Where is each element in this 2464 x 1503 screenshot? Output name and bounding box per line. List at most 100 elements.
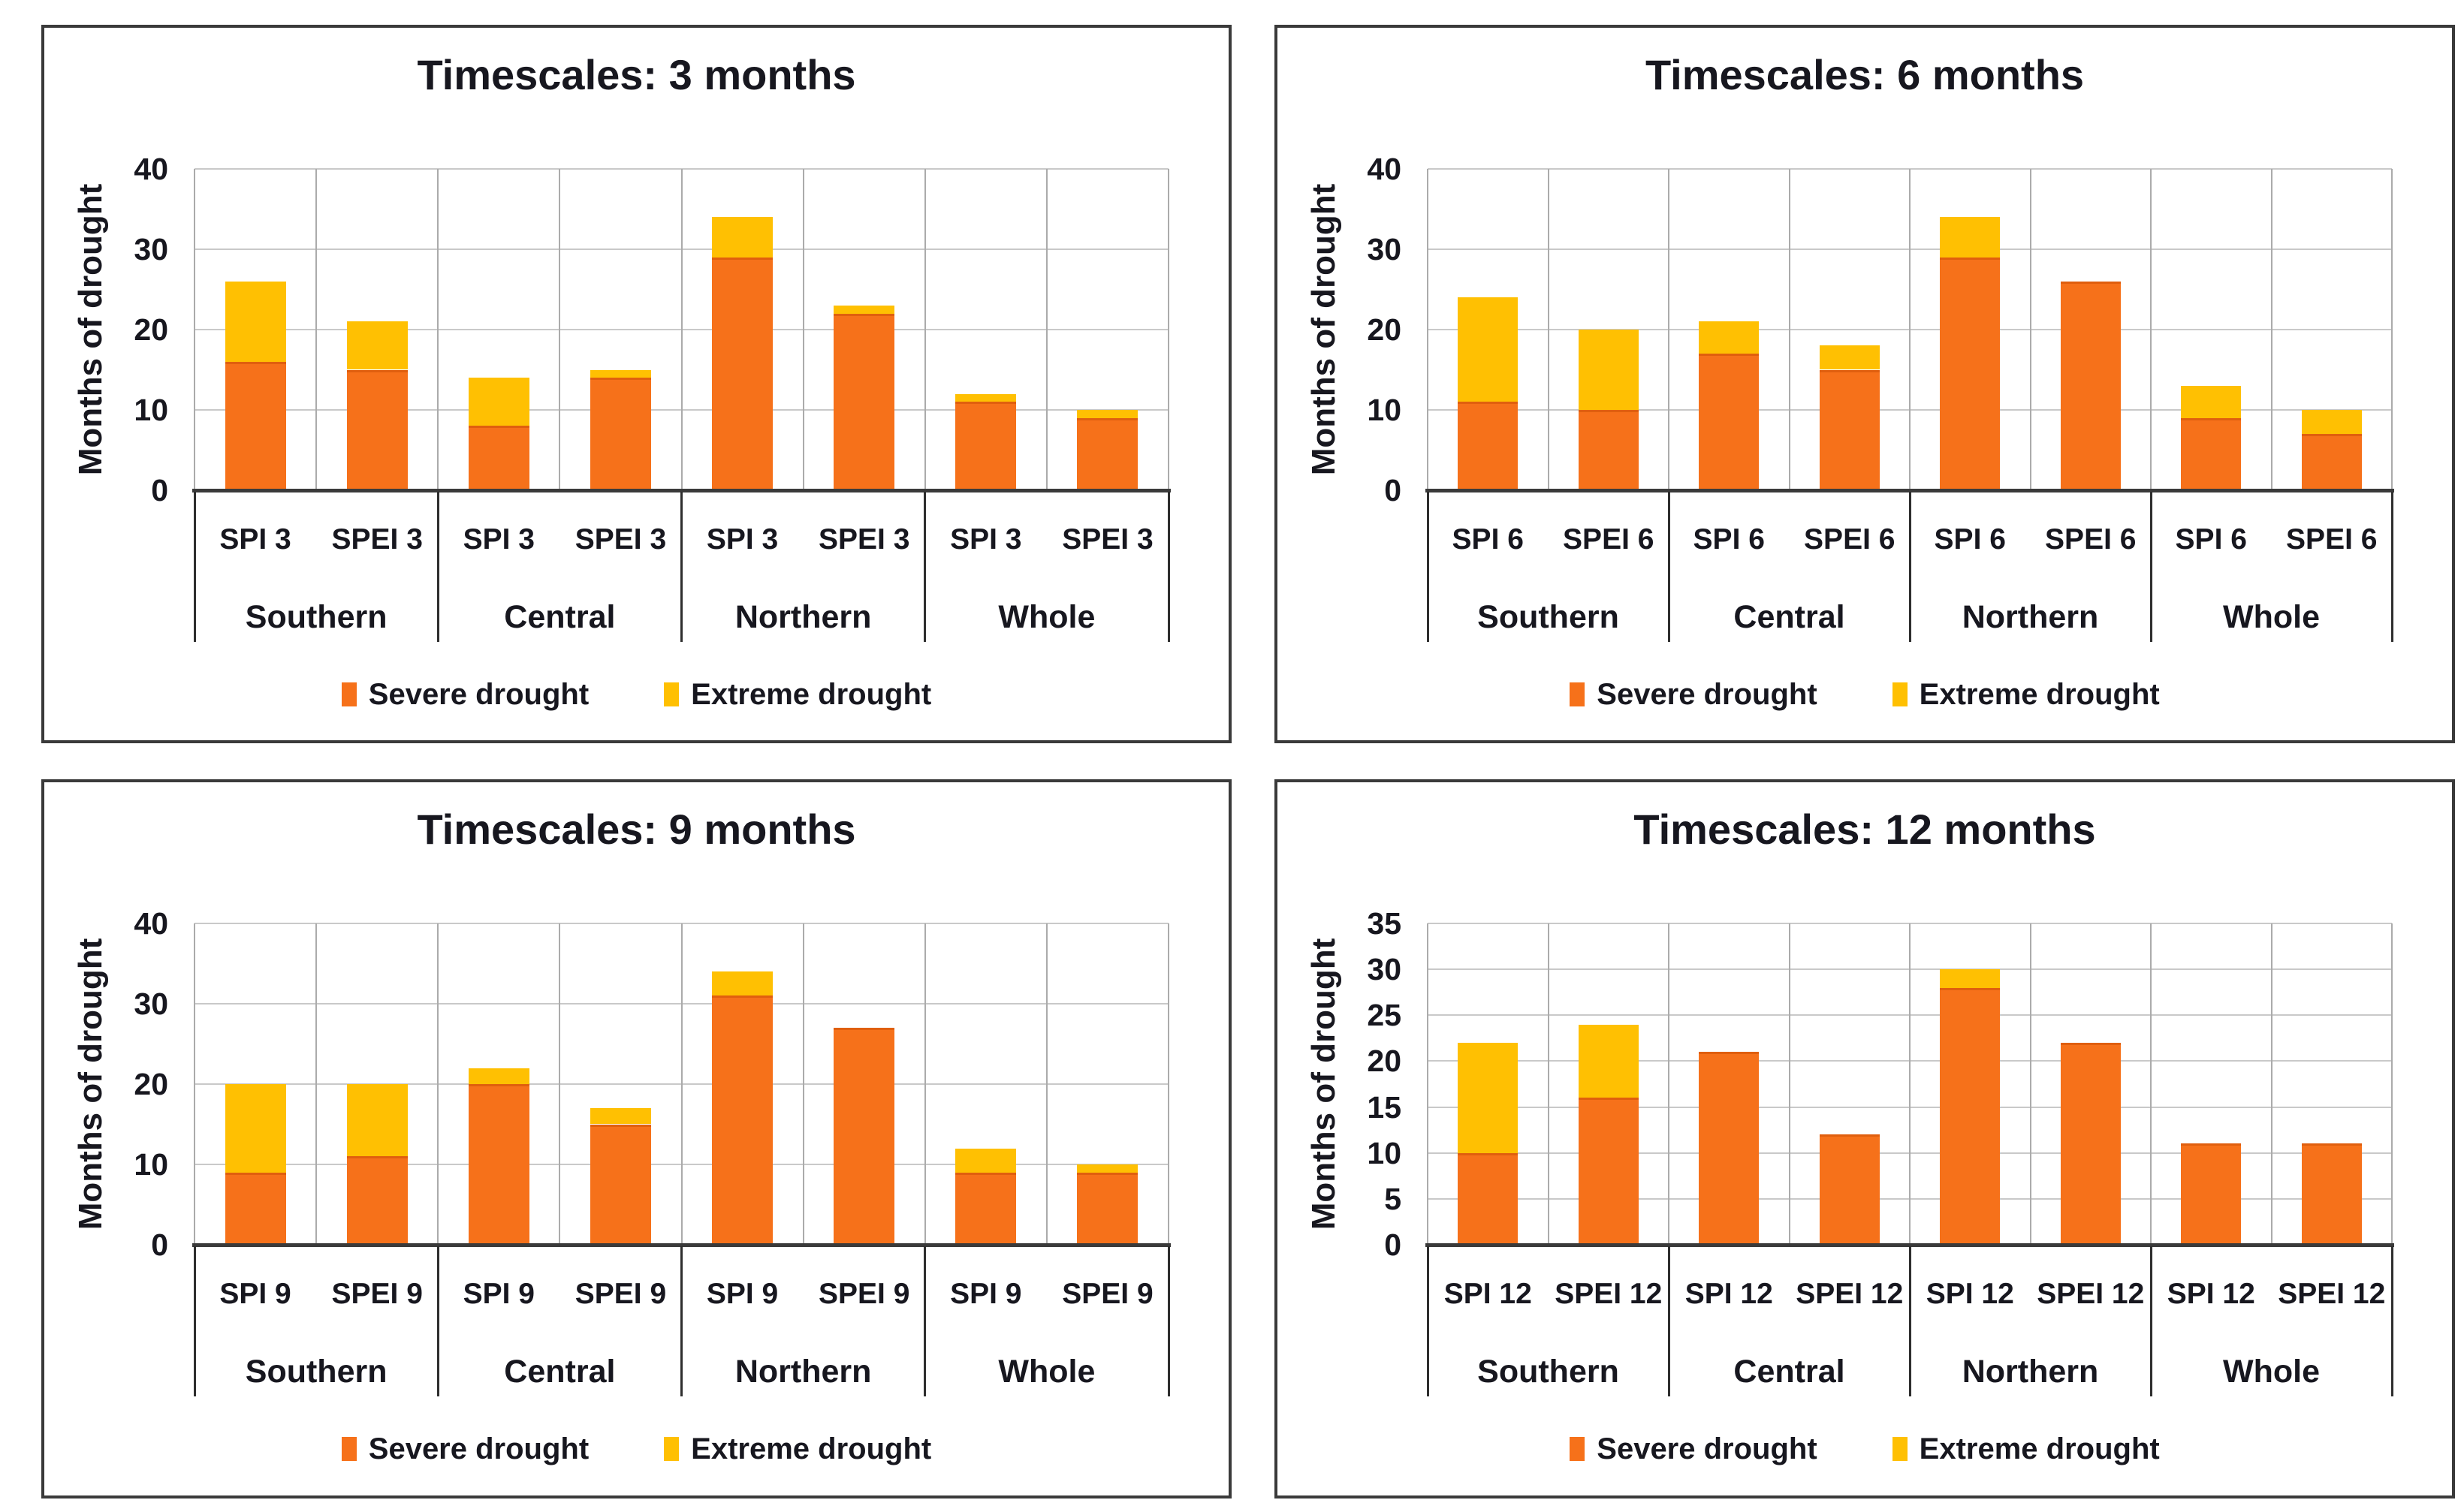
v-gridline (1045, 169, 1048, 490)
bar-extreme-segment (1578, 330, 1639, 410)
v-gridline (802, 169, 804, 490)
region-group-label: Central (1733, 1354, 1845, 1390)
v-gridline (924, 169, 926, 490)
bar-extreme-segment (1458, 297, 1519, 402)
chart-panel-12-months: Timescales: 12 months Months of drought 0… (1274, 779, 2455, 1498)
y-tick-label: 30 (134, 986, 168, 1021)
v-gridline (2029, 923, 2031, 1245)
legend-item-severe: Severe drought (1570, 678, 1817, 712)
bar-extreme-segment (468, 1068, 529, 1084)
v-gridline (1168, 169, 1169, 490)
v-gridline (680, 169, 683, 490)
bar-severe-segment (2060, 281, 2121, 490)
y-tick-label: 25 (1367, 998, 1401, 1033)
y-tick-label: 10 (134, 1147, 168, 1182)
v-gridline (1788, 169, 1790, 490)
y-tick-label: 20 (1367, 312, 1401, 347)
bar-extreme-segment (590, 1108, 651, 1125)
category-group-separator (924, 1246, 927, 1396)
x-tick-label: SPI 3 (219, 523, 291, 556)
bar-extreme-segment (834, 305, 895, 314)
category-group-separator (1426, 1246, 1429, 1396)
v-gridline (1547, 923, 1549, 1245)
v-gridline (315, 923, 318, 1245)
legend-item-extreme: Extreme drought (1892, 678, 2160, 712)
legend: Severe drought Extreme drought (1277, 672, 2452, 717)
region-group-label: Southern (245, 1354, 388, 1390)
v-gridline (1427, 923, 1428, 1245)
x-tick-label: SPEI 9 (575, 1278, 667, 1310)
legend-swatch-severe (1570, 682, 1585, 706)
chart-title: Timescales: 3 months (417, 51, 856, 98)
v-gridline (315, 169, 318, 490)
legend-item-extreme: Extreme drought (1892, 1432, 2160, 1466)
bar-severe-segment (2060, 1042, 2121, 1245)
category-group-separator (2390, 492, 2393, 642)
x-tick-label: SPI 12 (1443, 1278, 1532, 1310)
x-tick-label: SPEI 6 (2286, 523, 2378, 556)
bar-extreme-segment (955, 1148, 1017, 1173)
y-tick-label: 15 (1367, 1089, 1401, 1125)
legend-swatch-severe (1570, 1437, 1585, 1461)
region-group-label: Whole (2223, 1354, 2320, 1390)
x-tick-label: SPEI 12 (2278, 1278, 2386, 1310)
bar-extreme-segment (346, 321, 408, 370)
region-group-label: Southern (1477, 599, 1619, 635)
category-group-separator (2149, 492, 2152, 642)
v-gridline (1909, 169, 1911, 490)
v-gridline (2029, 169, 2031, 490)
bar-severe-segment (590, 378, 651, 490)
bar-extreme-segment (2181, 385, 2242, 418)
region-group-label: Northern (1962, 599, 2099, 635)
v-gridline (924, 923, 926, 1245)
bar-severe-segment (1578, 1098, 1639, 1245)
x-tick-label: SPI 3 (950, 523, 1022, 556)
bar-severe-segment (1458, 1152, 1519, 1245)
bar-extreme-segment (1699, 321, 1760, 354)
x-tick-label: SPI 6 (1452, 523, 1524, 556)
x-tick-label: SPEI 9 (331, 1278, 423, 1310)
category-group-separator (1908, 1246, 1911, 1396)
chart-title: Timescales: 6 months (1645, 51, 2085, 98)
v-gridline (1668, 169, 1669, 490)
legend-item-severe: Severe drought (341, 678, 589, 712)
category-group-separator (1667, 1246, 1670, 1396)
legend-label-severe: Severe drought (1597, 677, 1817, 711)
bar-severe-segment (468, 426, 529, 490)
v-gridline (1909, 923, 1911, 1245)
region-group-label: Southern (1477, 1354, 1619, 1390)
legend-swatch-extreme (664, 682, 680, 706)
bar-extreme-segment (1940, 969, 2001, 988)
legend-label-extreme: Extreme drought (691, 1432, 932, 1465)
v-gridline (2150, 169, 2152, 490)
legend-item-severe: Severe drought (1570, 1432, 1817, 1466)
x-tick-label: SPI 12 (1684, 1278, 1773, 1310)
legend-swatch-extreme (1892, 682, 1908, 706)
bar-extreme-segment (1458, 1042, 1519, 1153)
legend-item-extreme: Extreme drought (664, 678, 931, 712)
v-gridline (194, 923, 195, 1245)
bar-severe-segment (2301, 1143, 2362, 1245)
region-group-label: Central (504, 599, 616, 635)
bar-severe-segment (225, 361, 286, 490)
y-tick-label: 0 (151, 1227, 168, 1262)
bar-extreme-segment (590, 369, 651, 378)
legend-item-extreme: Extreme drought (664, 1432, 931, 1466)
v-gridline (437, 169, 439, 490)
region-group-label: Central (504, 1354, 616, 1390)
category-group-separator (2390, 1246, 2393, 1396)
x-tick-label: SPI 6 (1934, 523, 2006, 556)
y-tick-label: 30 (134, 232, 168, 267)
bar-extreme-segment (1940, 217, 2001, 258)
x-tick-label: SPI 9 (706, 1278, 779, 1310)
category-group-separator (680, 492, 683, 642)
region-group-label: Northern (1962, 1354, 2099, 1390)
region-group-label: Northern (734, 1354, 872, 1390)
chart-panel-9-months: Timescales: 9 months Months of drought 0 1… (41, 779, 1232, 1498)
region-group-label: Southern (245, 599, 388, 635)
y-tick-label: 35 (1367, 906, 1401, 941)
bar-severe-segment (1077, 1172, 1139, 1245)
x-tick-label: SPEI 3 (1062, 523, 1154, 556)
category-group-separator (1167, 1246, 1170, 1396)
